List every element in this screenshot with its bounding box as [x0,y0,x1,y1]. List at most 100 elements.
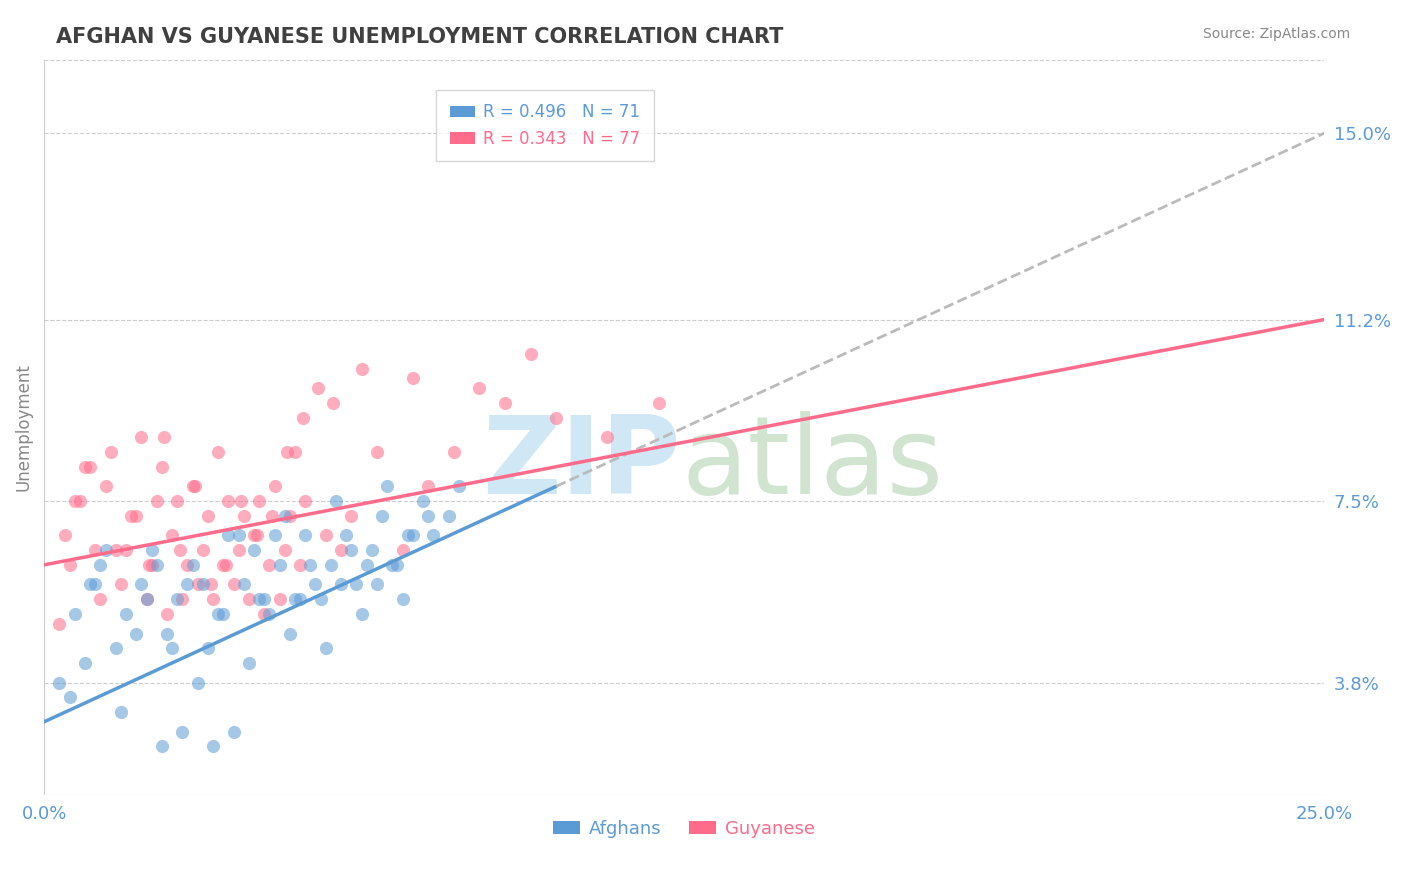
Point [184,479,207,493]
Point [166,592,188,607]
Point [366,577,388,591]
Point [253,592,276,607]
Text: AFGHAN VS GUYANESE UNEMPLOYMENT CORRELATION CHART: AFGHAN VS GUYANESE UNEMPLOYMENT CORRELAT… [56,27,783,46]
Point [156,607,179,621]
Point [387,558,409,572]
Point [315,528,337,542]
Point [150,459,173,474]
Point [153,430,176,444]
Point [75,459,97,474]
Point [212,607,235,621]
Point [322,396,344,410]
Point [141,543,163,558]
Point [150,739,173,754]
Point [276,445,298,459]
Point [131,430,153,444]
Point [135,592,157,607]
Point [260,508,283,523]
Point [356,558,378,572]
Point [259,607,281,621]
Point [447,479,470,493]
Point [494,396,516,410]
Point [172,724,194,739]
Point [278,508,301,523]
Point [232,577,254,591]
Point [243,528,266,542]
Point [48,616,70,631]
Point [274,508,297,523]
Point [94,543,117,558]
Point [319,558,342,572]
Text: atlas: atlas [681,411,943,517]
Point [145,558,167,572]
Point [291,410,314,425]
Point [135,592,157,607]
Point [366,445,388,459]
Point [202,739,225,754]
Point [207,607,229,621]
Point [330,577,353,591]
Point [145,494,167,508]
Point [222,724,245,739]
Point [131,577,153,591]
Point [263,528,285,542]
Point [100,445,122,459]
Point [212,558,235,572]
Point [315,641,337,656]
Point [191,543,214,558]
Point [416,508,439,523]
Point [269,592,291,607]
Point [360,543,382,558]
Point [243,543,266,558]
Point [246,528,269,542]
Point [222,577,245,591]
Point [350,607,373,621]
Point [309,592,332,607]
Point [59,558,82,572]
Point [79,459,101,474]
Point [284,445,307,459]
Point [596,430,619,444]
Text: Source: ZipAtlas.com: Source: ZipAtlas.com [1202,27,1350,41]
Point [238,592,260,607]
Point [228,543,250,558]
Point [215,558,238,572]
Point [104,543,127,558]
Point [647,396,669,410]
Point [284,592,307,607]
Point [191,577,214,591]
Point [416,479,439,493]
Point [294,528,316,542]
Point [217,494,239,508]
Point [94,479,117,493]
Point [340,508,363,523]
Text: ZIP: ZIP [482,411,681,517]
Point [391,543,413,558]
Point [169,543,191,558]
Point [125,508,148,523]
Point [412,494,434,508]
Point [299,558,322,572]
Point [75,656,97,670]
Point [197,641,219,656]
Point [89,558,111,572]
Point [176,577,198,591]
Point [350,361,373,376]
Point [402,528,425,542]
Point [89,592,111,607]
Point [391,592,413,607]
Point [288,558,311,572]
Point [115,607,138,621]
Point [278,626,301,640]
Point [269,558,291,572]
Point [207,445,229,459]
Point [125,626,148,640]
Point [294,494,316,508]
Point [217,528,239,542]
Point [402,371,425,385]
Point [156,626,179,640]
Point [304,577,326,591]
Point [325,494,347,508]
Point [335,528,357,542]
Point [172,592,194,607]
